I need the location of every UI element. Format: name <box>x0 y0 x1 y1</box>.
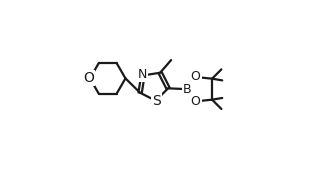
Text: S: S <box>152 94 161 108</box>
Text: O: O <box>191 95 201 108</box>
Text: O: O <box>83 71 94 85</box>
Text: N: N <box>137 68 147 81</box>
Text: O: O <box>191 71 201 83</box>
Text: B: B <box>183 83 192 96</box>
